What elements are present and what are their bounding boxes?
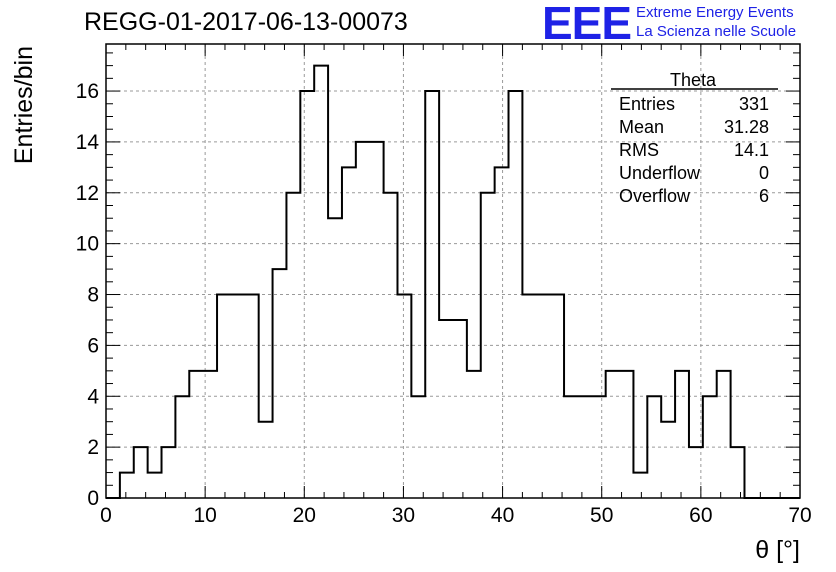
stats-rows: Entries 331 Mean 31.28 RMS 14.1 Underflow 0 Over… xyxy=(619,94,769,206)
x-tick-label: 50 xyxy=(590,504,613,527)
y-axis-title: Entries/bin xyxy=(10,46,38,164)
y-tick-label: 8 xyxy=(87,284,99,307)
stats-box-name: Theta xyxy=(670,70,717,90)
histogram-bin xyxy=(175,396,189,498)
stats-label: Mean xyxy=(619,117,664,137)
histogram-bin xyxy=(314,66,328,498)
x-tick-label: 60 xyxy=(689,504,712,527)
histogram-bars xyxy=(106,64,800,499)
histogram-bin xyxy=(495,167,509,498)
histogram-bin xyxy=(259,422,273,498)
y-tick-label: 14 xyxy=(76,131,100,154)
x-tick-label: 10 xyxy=(193,504,216,527)
histogram-bin xyxy=(162,447,176,498)
plot-frame xyxy=(105,43,801,499)
y-tick-label: 2 xyxy=(87,436,99,459)
histogram-bin xyxy=(148,473,162,498)
y-tick-label: 12 xyxy=(76,182,99,205)
y-tick-label: 4 xyxy=(87,385,99,408)
stats-label: RMS xyxy=(619,140,659,160)
stats-value: 6 xyxy=(759,186,769,206)
histogram-bin xyxy=(134,447,148,498)
histogram-bin xyxy=(328,218,342,498)
stats-value: 14.1 xyxy=(734,140,769,160)
x-tick-label: 0 xyxy=(100,504,112,527)
y-tick-label: 16 xyxy=(76,80,99,103)
logo-line-2: La Scienza nelle Scuole xyxy=(636,23,797,40)
histogram-bin xyxy=(661,422,675,498)
histogram-bin xyxy=(453,320,467,498)
y-tick-label: 10 xyxy=(76,233,99,256)
histogram-bin xyxy=(439,320,453,498)
stats-label: Overflow xyxy=(619,186,691,206)
logo-line-1: Extreme Energy Events xyxy=(636,4,794,21)
histogram-bin xyxy=(467,371,481,498)
chart-title: REGG-01-2017-06-13-00073 xyxy=(84,8,408,36)
histogram-bin xyxy=(189,371,203,498)
x-tick-label: 20 xyxy=(293,504,316,527)
histogram-bin xyxy=(342,167,356,498)
histogram-bin xyxy=(356,142,370,498)
stats-value: 331 xyxy=(739,94,769,114)
stats-value: 31.28 xyxy=(724,117,769,137)
stats-value: 0 xyxy=(759,163,769,183)
y-tick-labels: 0 2 4 6 8 10 12 14 16 xyxy=(76,80,100,510)
histogram-bin xyxy=(620,371,634,498)
grid-lines xyxy=(106,44,800,498)
axis-ticks xyxy=(105,44,801,499)
x-axis-title: θ [°] xyxy=(755,536,800,564)
histogram-bin xyxy=(606,371,620,498)
stats-label: Entries xyxy=(619,94,675,114)
y-tick-label: 6 xyxy=(87,334,99,357)
histogram-bin xyxy=(120,473,134,498)
histogram-bin xyxy=(717,371,731,498)
histogram-bin xyxy=(675,371,689,498)
y-tick-label: 0 xyxy=(87,487,99,510)
x-tick-label: 40 xyxy=(491,504,514,527)
x-tick-label: 30 xyxy=(392,504,415,527)
histogram-bin xyxy=(370,142,384,498)
eee-logo: EEE xyxy=(542,0,632,49)
histogram-outline xyxy=(106,64,800,499)
histogram-bin xyxy=(731,447,745,498)
stats-box: Theta Entries 331 Mean 31.28 RMS 14.1 Underflo… xyxy=(611,70,778,206)
x-tick-label: 70 xyxy=(788,504,811,527)
x-tick-labels: 0 10 20 30 40 50 60 70 xyxy=(100,504,812,527)
histogram-bin xyxy=(633,473,647,498)
histogram-bin xyxy=(273,269,287,498)
stats-label: Underflow xyxy=(619,163,701,183)
histogram-bin xyxy=(397,295,411,498)
